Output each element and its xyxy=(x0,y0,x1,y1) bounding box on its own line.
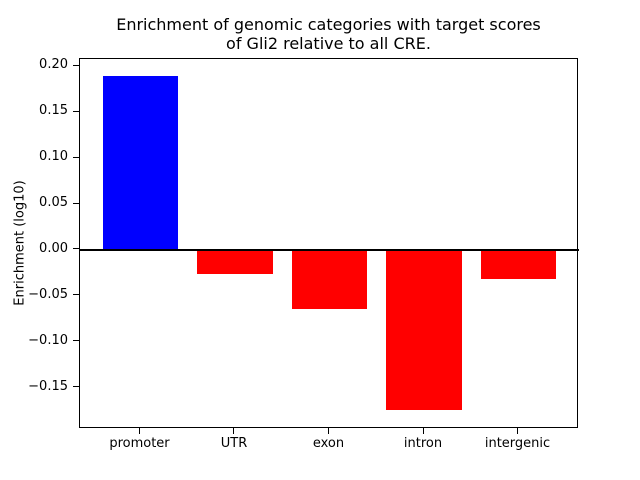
y-tick-mark xyxy=(73,64,79,66)
x-tick-mark xyxy=(233,428,235,434)
chart-title: Enrichment of genomic categories with ta… xyxy=(79,15,578,53)
y-tick-label: 0.10 xyxy=(39,149,68,165)
y-tick-mark xyxy=(73,340,79,342)
y-tick-label: 0.00 xyxy=(39,240,68,256)
bar-intron xyxy=(386,249,462,410)
y-tick-label: −0.10 xyxy=(28,332,68,348)
chart-title-line2: of Gli2 relative to all CRE. xyxy=(226,34,431,53)
y-tick-label: 0.20 xyxy=(39,57,68,73)
y-tick-label: −0.05 xyxy=(28,286,68,302)
x-tick-label-intergenic: intergenic xyxy=(484,436,551,451)
x-tick-label-exon: exon xyxy=(312,436,345,451)
x-tick-mark xyxy=(328,428,329,434)
x-tick-mark xyxy=(517,428,518,434)
x-tick-label-promoter: promoter xyxy=(109,436,170,451)
bar-UTR xyxy=(197,249,273,274)
x-tick-label-UTR: UTR xyxy=(220,436,248,451)
x-tick-label-intron: intron xyxy=(403,436,443,451)
y-tick-label: −0.15 xyxy=(28,378,68,394)
x-tick-mark xyxy=(422,428,424,434)
x-tick-mark xyxy=(138,428,140,434)
y-tick-label: 0.05 xyxy=(39,195,68,211)
chart-title-line1: Enrichment of genomic categories with ta… xyxy=(116,15,541,34)
bar-promoter xyxy=(102,75,179,250)
y-tick-mark xyxy=(73,386,79,388)
y-tick-mark xyxy=(73,202,79,204)
y-tick-mark xyxy=(73,248,79,250)
zero-line xyxy=(80,248,579,251)
y-tick-mark xyxy=(73,110,79,112)
bar-exon xyxy=(291,249,368,309)
bar-intergenic xyxy=(480,249,557,280)
plot-area xyxy=(79,58,579,428)
y-tick-mark xyxy=(73,294,79,296)
y-tick-label: 0.15 xyxy=(39,103,68,119)
y-tick-mark xyxy=(73,156,79,158)
